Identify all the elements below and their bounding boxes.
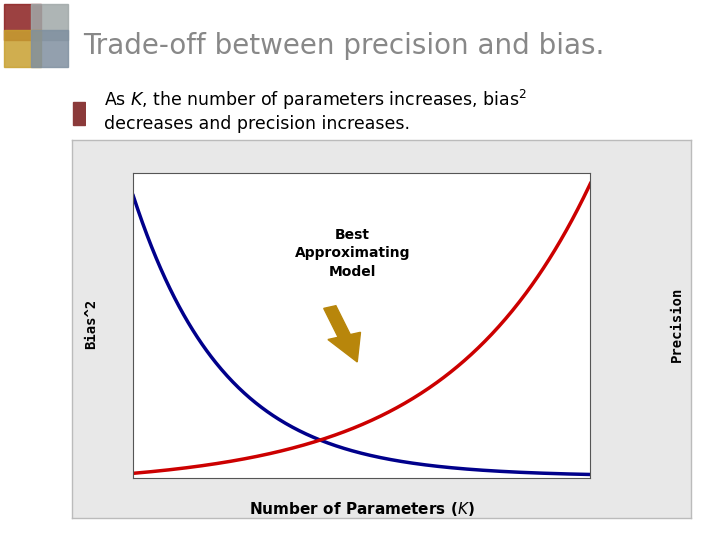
Text: decreases and precision increases.: decreases and precision increases. (104, 115, 410, 133)
Text: Trade-off between precision and bias.: Trade-off between precision and bias. (83, 32, 604, 60)
Text: Number of Parameters ($K$): Number of Parameters ($K$) (248, 500, 474, 518)
Bar (31, 3, 68, 40)
Text: Precision: Precision (670, 286, 684, 362)
Text: Best
Approximating
Model: Best Approximating Model (295, 228, 410, 279)
Bar (4, 3, 41, 40)
FancyArrow shape (324, 306, 361, 362)
Text: Bias^2: Bias^2 (84, 299, 99, 349)
Bar (31, 30, 68, 66)
Text: As $K$, the number of parameters increases, bias$^2$: As $K$, the number of parameters increas… (104, 88, 527, 112)
Bar (4, 30, 41, 66)
Bar (73, 102, 85, 125)
